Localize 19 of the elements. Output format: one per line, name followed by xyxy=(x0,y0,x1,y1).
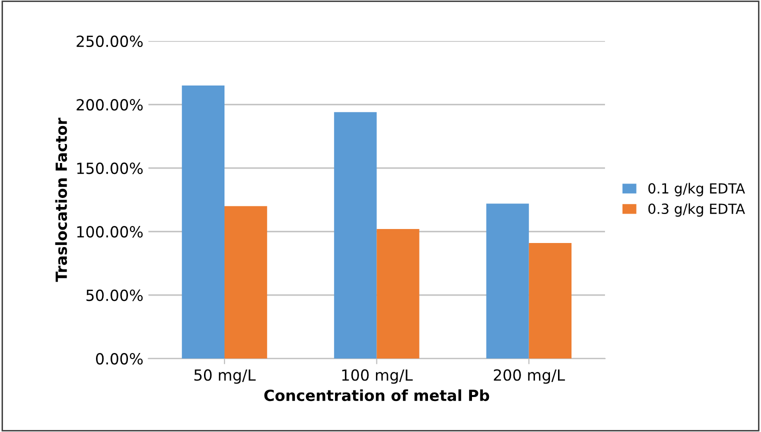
x-axis-title: Concentration of metal Pb xyxy=(264,389,490,402)
y-tick-label: 50.00% xyxy=(86,290,143,302)
legend-label: 0.1 g/kg EDTA xyxy=(648,182,745,196)
y-tick-label: 200.00% xyxy=(76,99,143,111)
legend-label: 0.3 g/kg EDTA xyxy=(648,203,745,217)
x-tick-label: 50 mg/L xyxy=(194,369,256,384)
y-tick-label: 0.00% xyxy=(96,353,143,365)
x-tick-label: 200 mg/L xyxy=(494,369,565,384)
y-tick-label: 150.00% xyxy=(77,162,143,174)
bar xyxy=(224,206,268,359)
bar xyxy=(376,229,420,359)
x-tick-label: 100 mg/L xyxy=(342,369,413,384)
bar xyxy=(182,85,224,359)
y-tick-label: 250.00% xyxy=(76,36,143,48)
bar xyxy=(486,204,529,359)
y-axis-title: Traslocation Factor xyxy=(55,118,68,282)
y-tick-label: 100.00% xyxy=(77,226,143,238)
bar xyxy=(528,242,572,359)
bar xyxy=(334,112,377,359)
